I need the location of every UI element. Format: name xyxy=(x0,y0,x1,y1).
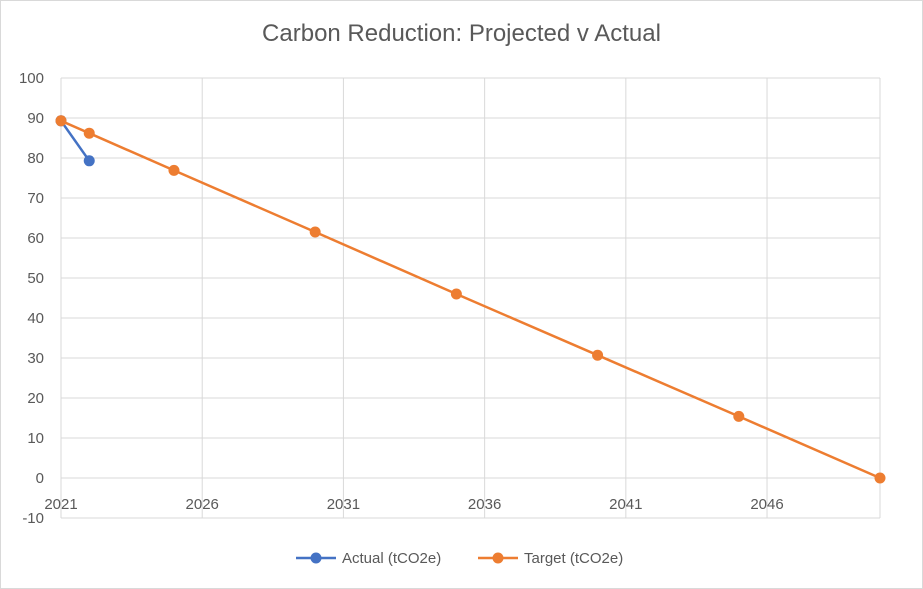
y-tick-label: 70 xyxy=(27,190,44,207)
series-line xyxy=(60,119,881,480)
y-tick-label: 80 xyxy=(27,150,44,167)
data-point xyxy=(83,155,95,167)
y-tick-label: 50 xyxy=(27,270,44,287)
gridlines xyxy=(60,77,881,519)
x-tick-label: 2041 xyxy=(609,496,642,513)
series xyxy=(55,115,886,484)
data-point xyxy=(874,472,886,484)
legend: Actual (tCO2e) Target (tCO2e) xyxy=(296,550,623,567)
x-tick-label: 2026 xyxy=(186,496,219,513)
x-tick-label: 2046 xyxy=(750,496,783,513)
data-point xyxy=(450,288,462,300)
data-point xyxy=(168,164,180,176)
x-tick-label: 2036 xyxy=(468,496,501,513)
series-line xyxy=(59,120,91,162)
legend-label: Target (tCO2e) xyxy=(524,550,623,567)
y-tick-label: 0 xyxy=(36,470,44,487)
data-point xyxy=(592,349,604,361)
data-point xyxy=(83,127,95,139)
legend-marker xyxy=(492,552,504,564)
y-tick-label: 90 xyxy=(27,110,44,127)
chart-title: Carbon Reduction: Projected v Actual xyxy=(262,20,661,47)
y-tick-label: 100 xyxy=(19,70,44,87)
y-tick-label: -10 xyxy=(22,510,44,527)
y-tick-label: 10 xyxy=(27,430,44,447)
x-tick-label: 2031 xyxy=(327,496,360,513)
data-point xyxy=(733,410,745,422)
y-tick-label: 60 xyxy=(27,230,44,247)
axes: -10 0 10 20 30 40 50 60 70 80 90 100 2021 2026 2031 203… xyxy=(19,70,784,527)
x-tick-label: 2021 xyxy=(44,496,77,513)
legend-marker xyxy=(310,552,322,564)
legend-label: Actual (tCO2e) xyxy=(342,550,441,567)
y-tick-label: 40 xyxy=(27,310,44,327)
data-point xyxy=(55,115,67,127)
y-tick-label: 20 xyxy=(27,390,44,407)
data-point xyxy=(309,226,321,238)
y-tick-label: 30 xyxy=(27,350,44,367)
